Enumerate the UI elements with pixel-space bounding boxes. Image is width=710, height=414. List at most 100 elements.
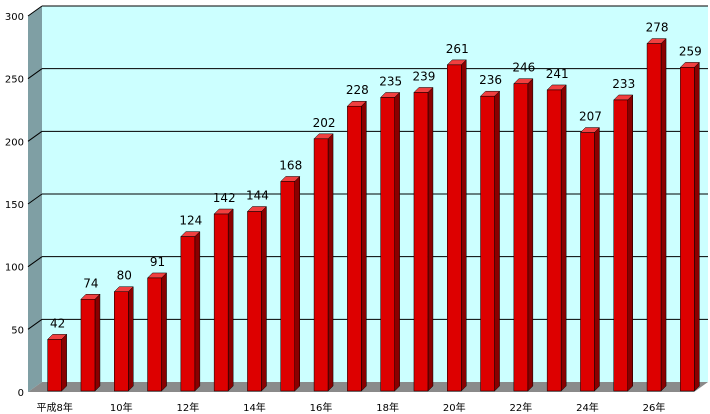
bar-front — [613, 99, 628, 392]
gridline-wall — [27, 318, 43, 330]
gridline-wall — [27, 193, 43, 205]
bar — [380, 91, 401, 392]
bar-front — [180, 236, 196, 392]
bar-front — [80, 299, 96, 392]
bar-side — [194, 230, 201, 392]
bar-front — [680, 67, 695, 392]
data-label: 233 — [612, 77, 635, 91]
data-label: 207 — [579, 110, 602, 124]
bar — [513, 78, 534, 392]
bars — [47, 37, 700, 392]
x-tick-label: 14年 — [243, 401, 266, 414]
bar-side — [294, 175, 300, 392]
bar-side — [494, 90, 500, 392]
bar — [346, 100, 367, 392]
bar-side — [461, 59, 467, 392]
bar-side — [128, 286, 134, 392]
bar-front — [280, 181, 295, 392]
data-label: 142 — [213, 191, 236, 205]
bar-side — [94, 293, 101, 392]
bar — [613, 94, 634, 392]
x-tick-label: 平成8年 — [36, 401, 72, 414]
bar-side — [261, 205, 267, 392]
y-tick-label: 100 — [5, 263, 24, 274]
bar-side — [394, 91, 400, 392]
y-tick-label: 200 — [5, 137, 24, 148]
data-labels: 42 74 80 91 124 142 144 168 202 228 235 239 261 236 24… — [50, 21, 702, 331]
bar — [579, 126, 601, 392]
bar-front — [380, 97, 395, 392]
data-label: 168 — [279, 158, 302, 172]
data-label: 42 — [50, 316, 65, 330]
bar-front — [413, 92, 429, 392]
data-label: 236 — [479, 73, 502, 87]
bar-side — [594, 126, 600, 392]
data-label: 80 — [117, 269, 132, 283]
y-tick-label: 300 — [5, 12, 24, 23]
bar-side — [327, 133, 334, 392]
bar — [180, 230, 201, 392]
y-tick-label: 50 — [11, 325, 24, 336]
gridline-wall — [27, 130, 43, 142]
bar — [646, 37, 667, 392]
data-label: 235 — [379, 74, 402, 88]
x-tick-label: 12年 — [176, 401, 199, 414]
x-tick-label: 22年 — [509, 401, 532, 414]
bar-side — [227, 208, 234, 392]
data-label: 261 — [446, 42, 469, 56]
x-tick-label: 20年 — [443, 401, 466, 414]
bar-side — [361, 100, 367, 392]
bar-front — [47, 339, 62, 392]
bar-front — [646, 43, 662, 392]
gridline-wall — [27, 68, 43, 80]
bar — [313, 133, 334, 392]
bar-front — [247, 211, 262, 392]
bar-front — [447, 64, 462, 392]
y-axis-ticks: 0 50 100 150 200 250 300 — [5, 12, 24, 399]
data-label: 202 — [313, 116, 336, 130]
bar-front — [147, 277, 162, 392]
bar — [47, 333, 68, 392]
bar — [113, 286, 134, 392]
y-tick-label: 0 — [18, 388, 24, 399]
bar-front — [513, 83, 529, 392]
bar — [246, 205, 268, 392]
gridline-wall — [27, 5, 43, 17]
bar-side — [61, 333, 67, 392]
bar-side — [560, 84, 567, 392]
bar — [146, 272, 168, 392]
bar-side — [627, 94, 633, 392]
bar-front — [213, 213, 229, 392]
bar — [446, 59, 467, 392]
bar-side — [527, 78, 534, 392]
data-label: 246 — [512, 61, 535, 75]
x-tick-label: 24年 — [576, 401, 599, 414]
data-label: 239 — [412, 69, 435, 83]
data-label: 144 — [246, 189, 269, 203]
data-label: 278 — [646, 21, 669, 35]
bar — [413, 86, 434, 392]
data-label: 259 — [679, 44, 702, 58]
y-tick-label: 250 — [5, 75, 24, 86]
bar — [80, 293, 101, 392]
x-tick-label: 16年 — [310, 401, 333, 414]
bar-front — [114, 291, 129, 392]
gridline-wall — [27, 256, 43, 268]
data-label: 228 — [346, 83, 369, 97]
bar-side — [694, 61, 700, 392]
bar-front — [480, 95, 495, 392]
bar — [546, 84, 567, 392]
bar-front — [347, 105, 362, 392]
bar-side — [660, 37, 667, 392]
x-tick-label: 18年 — [376, 401, 399, 414]
bar-side — [161, 272, 167, 392]
bar-front — [546, 89, 562, 392]
x-tick-label: 10年 — [110, 401, 133, 414]
data-label: 124 — [179, 214, 202, 228]
data-label: 241 — [546, 67, 569, 81]
y-tick-label: 150 — [5, 200, 24, 211]
data-label: 91 — [150, 255, 165, 269]
bar — [213, 208, 234, 392]
bar-front — [580, 132, 595, 392]
